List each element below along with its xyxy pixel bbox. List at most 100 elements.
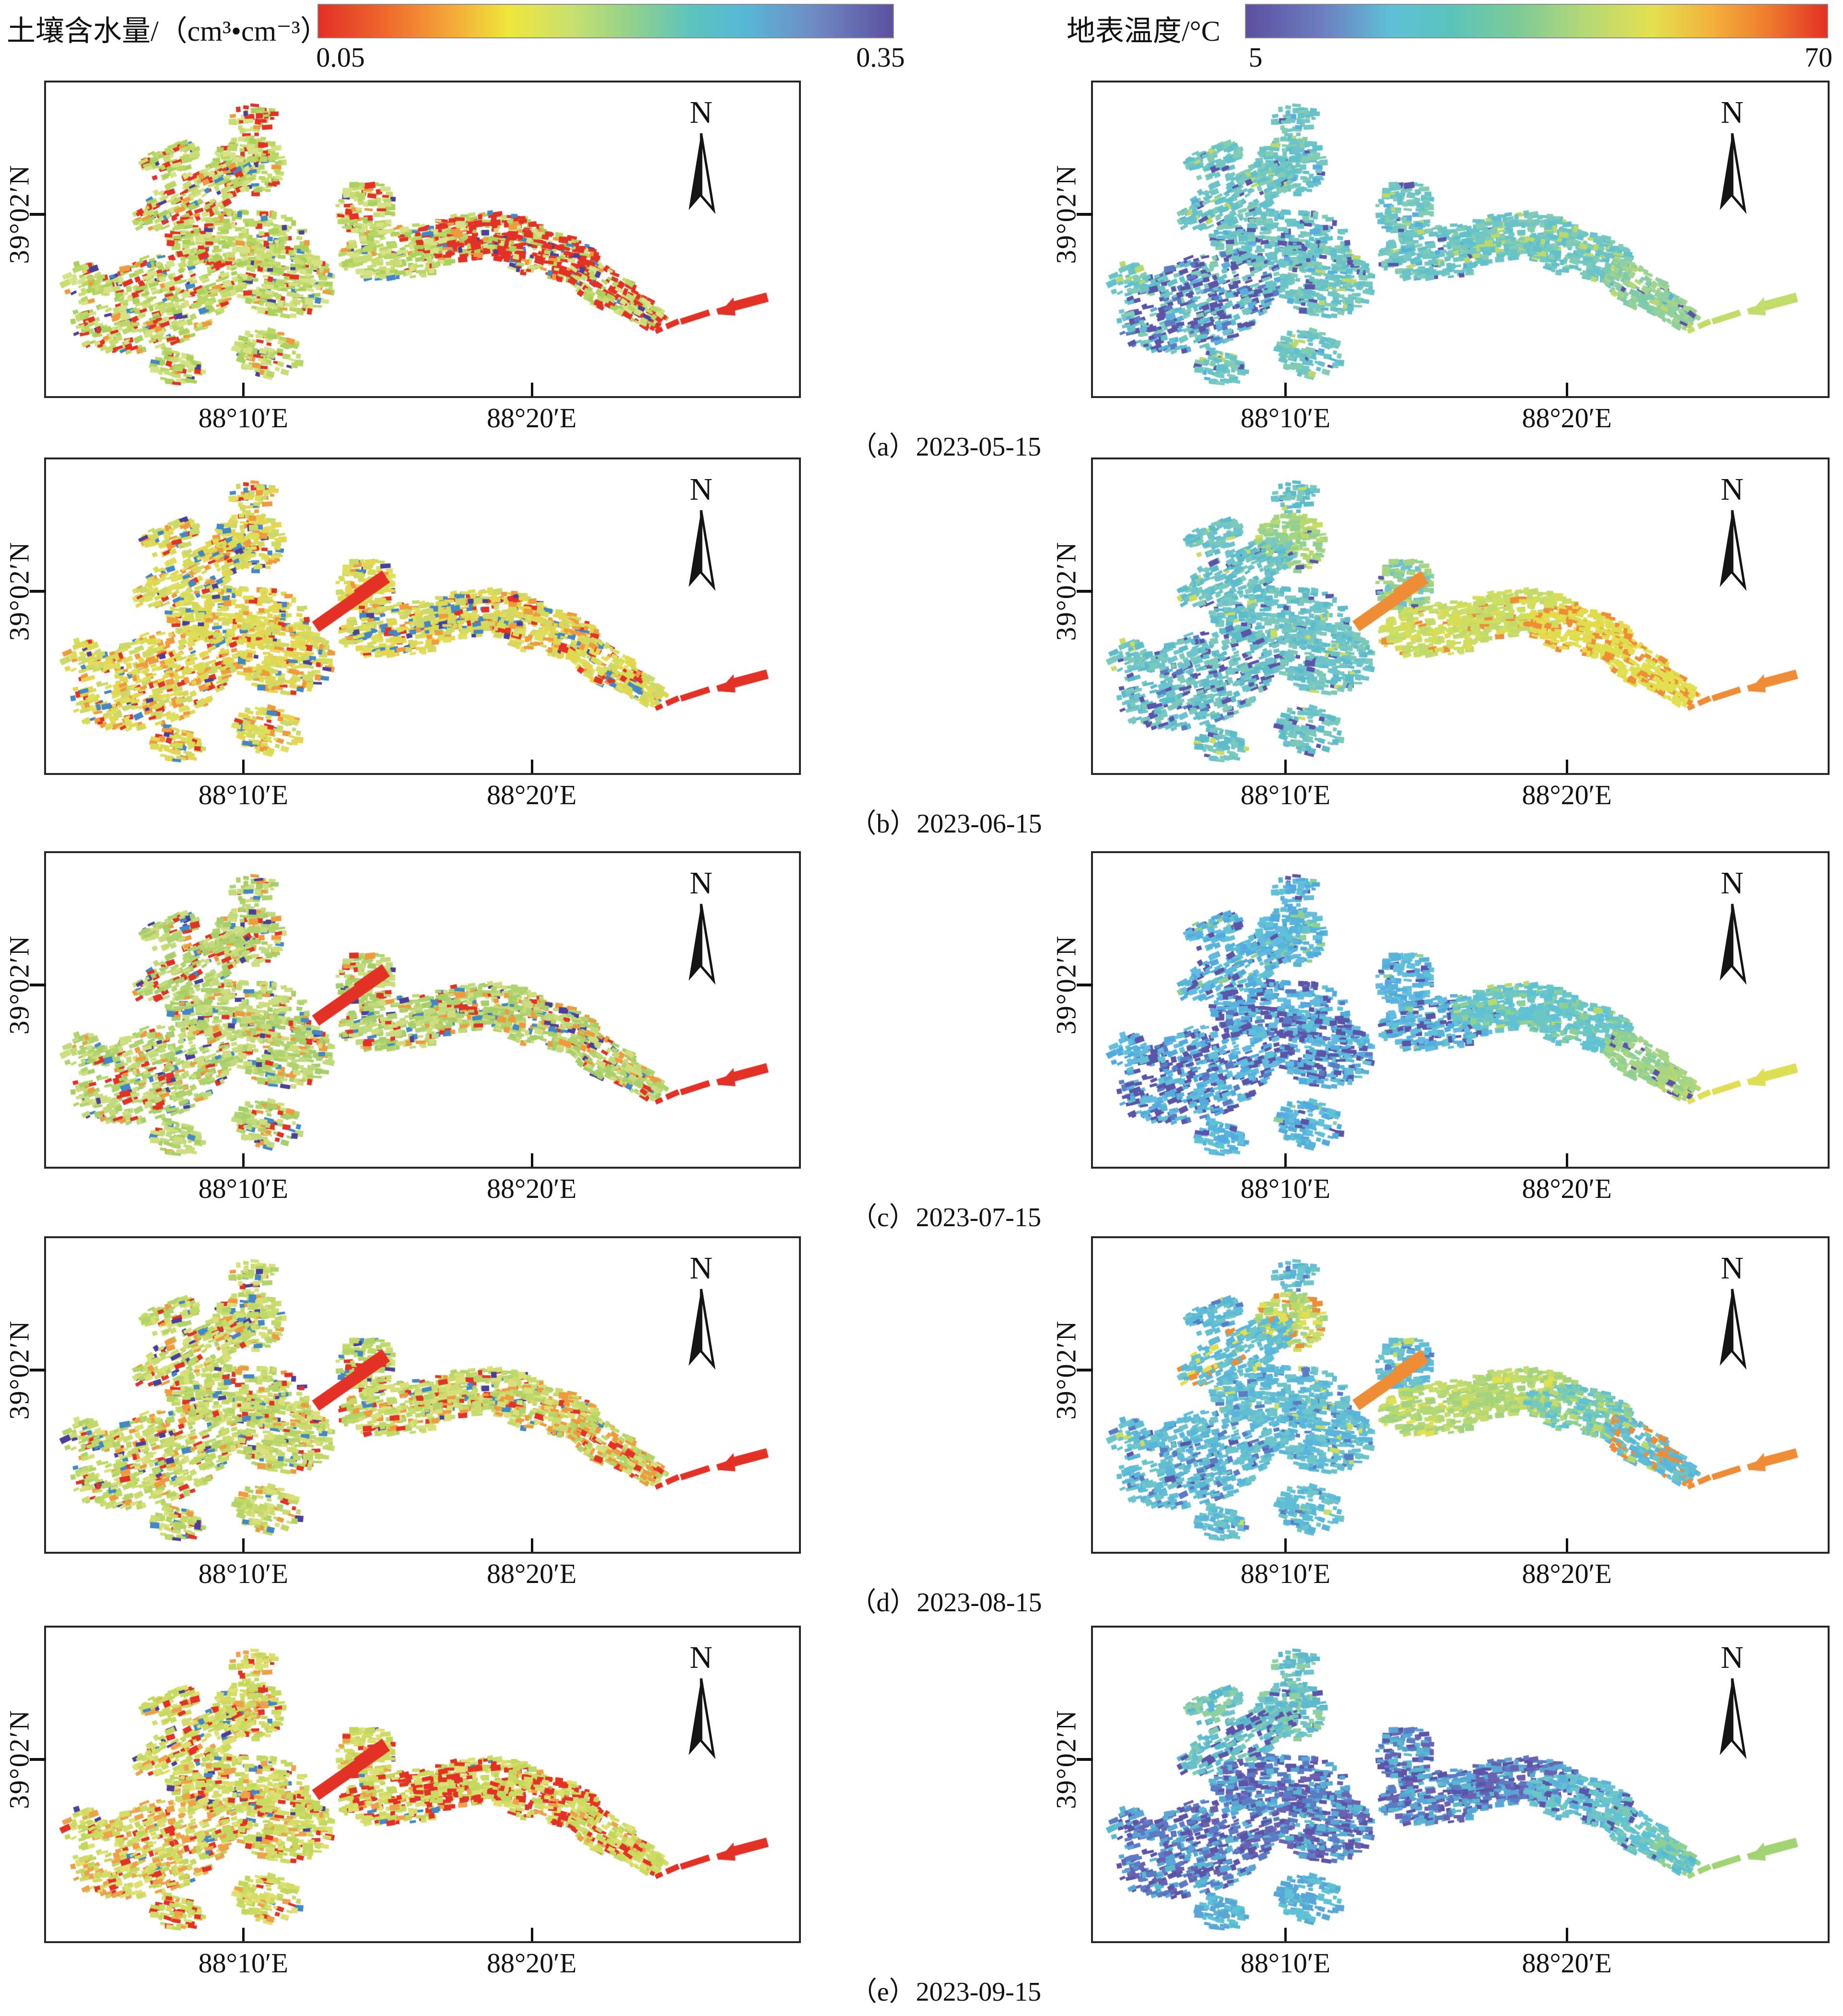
soil-moisture-colorbar (317, 4, 894, 38)
map-panel-temperature-b: N 39°02′N 88°10′E 88°20′E (1051, 457, 1830, 810)
x-axis-tick (1284, 1538, 1287, 1552)
x-axis-label: 88°10′E (198, 1173, 288, 1204)
y-axis-tick (30, 589, 46, 593)
x-axis-label: 88°20′E (486, 1558, 577, 1589)
north-arrow-icon (688, 1678, 716, 1759)
north-arrow: N (675, 867, 728, 985)
north-arrow-icon (688, 1289, 716, 1370)
north-label: N (1720, 1251, 1744, 1286)
y-axis-tick (1077, 983, 1093, 986)
x-axis-tick (1566, 383, 1569, 396)
north-label: N (690, 95, 713, 130)
y-axis-tick (30, 1368, 46, 1371)
x-axis-tick (1566, 760, 1569, 773)
north-arrow-icon (1719, 903, 1747, 985)
row-caption-d: （d）2023-08-15 (849, 1588, 1042, 1617)
map-canvas (46, 459, 799, 773)
y-axis-tick (30, 212, 46, 216)
north-arrow-icon (1719, 1289, 1747, 1370)
y-axis-tick (1077, 1368, 1093, 1371)
map-canvas (46, 1238, 799, 1552)
map-panel-soil-moisture-a: N 39°02′N 88°10′E 88°20′E (4, 81, 801, 434)
x-axis-tick (530, 760, 533, 773)
map-panel-temperature-e: N 39°02′N 88°10′E 88°20′E (1051, 1626, 1830, 1979)
north-label: N (1720, 866, 1744, 901)
north-arrow: N (1706, 97, 1759, 214)
x-axis-label: 88°20′E (486, 402, 577, 434)
map-canvas (1093, 1628, 1828, 1941)
map-canvas (1093, 853, 1828, 1167)
row-caption-c: （c）2023-07-15 (850, 1203, 1042, 1232)
x-axis-label: 88°10′E (198, 779, 288, 810)
north-arrow-icon (688, 903, 716, 985)
north-label: N (690, 1640, 713, 1675)
north-arrow-icon (1719, 510, 1747, 591)
x-axis-label: 88°10′E (1240, 779, 1331, 810)
map-panel-temperature-a: N 39°02′N 88°10′E 88°20′E (1051, 81, 1830, 434)
x-axis-tick (1566, 1538, 1569, 1552)
map-canvas (46, 82, 799, 396)
x-axis-tick (1566, 1153, 1569, 1167)
north-label: N (690, 1251, 713, 1286)
north-arrow: N (1706, 1642, 1759, 1759)
map-canvas (46, 1628, 799, 1941)
x-axis-tick (242, 1153, 245, 1167)
map-canvas (46, 853, 799, 1167)
map-panel-soil-moisture-c: N 39°02′N 88°10′E 88°20′E (4, 851, 801, 1204)
north-arrow: N (1706, 1253, 1759, 1370)
north-arrow-icon (1719, 133, 1747, 214)
north-label: N (690, 866, 713, 901)
x-axis-tick (1566, 1928, 1569, 1941)
x-axis-label: 88°10′E (198, 402, 288, 434)
north-label: N (1720, 472, 1744, 507)
temperature-colorbar-max: 70 (1805, 42, 1832, 73)
y-axis-tick (1077, 1758, 1093, 1761)
x-axis-tick (242, 760, 245, 773)
y-axis-tick (30, 983, 46, 986)
soil-moisture-colorbar-max: 0.35 (856, 42, 905, 73)
x-axis-label: 88°20′E (1522, 1558, 1612, 1589)
x-axis-label: 88°20′E (1522, 402, 1612, 434)
north-arrow: N (675, 1642, 728, 1759)
x-axis-tick (242, 1538, 245, 1552)
map-panel-soil-moisture-e: N 39°02′N 88°10′E 88°20′E (4, 1626, 801, 1979)
x-axis-label: 88°20′E (486, 1173, 577, 1204)
row-caption-a: （a）2023-05-15 (850, 432, 1042, 462)
north-arrow: N (1706, 867, 1759, 985)
x-axis-tick (1284, 383, 1287, 396)
x-axis-label: 88°10′E (198, 1558, 288, 1589)
y-axis-tick (1077, 212, 1093, 216)
map-canvas (1093, 1238, 1828, 1552)
map-panel-temperature-d: N 39°02′N 88°10′E 88°20′E (1051, 1236, 1830, 1589)
row-caption-b: （b）2023-06-15 (849, 809, 1042, 839)
north-arrow: N (1706, 474, 1759, 591)
y-axis-tick (30, 1758, 46, 1761)
temperature-legend-title: 地表温度/°C (1067, 15, 1221, 47)
map-canvas (1093, 82, 1828, 396)
x-axis-tick (530, 1538, 533, 1552)
x-axis-tick (530, 1153, 533, 1167)
north-arrow-icon (688, 133, 716, 214)
x-axis-label: 88°20′E (486, 779, 577, 810)
north-arrow: N (675, 474, 728, 591)
north-arrow: N (675, 1253, 728, 1370)
x-axis-label: 88°10′E (1240, 1947, 1331, 1979)
north-label: N (690, 472, 713, 507)
x-axis-tick (530, 1928, 533, 1941)
x-axis-label: 88°10′E (198, 1947, 288, 1979)
x-axis-tick (1284, 1928, 1287, 1941)
map-panel-soil-moisture-b: N 39°02′N 88°10′E 88°20′E (4, 457, 801, 810)
x-axis-label: 88°20′E (1522, 1947, 1612, 1979)
x-axis-label: 88°10′E (1240, 402, 1331, 434)
map-panel-temperature-c: N 39°02′N 88°10′E 88°20′E (1051, 851, 1830, 1204)
x-axis-label: 88°20′E (486, 1947, 577, 1979)
x-axis-tick (530, 383, 533, 396)
x-axis-tick (242, 1928, 245, 1941)
x-axis-label: 88°10′E (1240, 1558, 1331, 1589)
x-axis-label: 88°20′E (1522, 779, 1612, 810)
soil-moisture-colorbar-min: 0.05 (316, 42, 365, 73)
y-axis-tick (1077, 589, 1093, 593)
x-axis-label: 88°10′E (1240, 1173, 1331, 1204)
x-axis-tick (1284, 760, 1287, 773)
north-label: N (1720, 1640, 1744, 1675)
